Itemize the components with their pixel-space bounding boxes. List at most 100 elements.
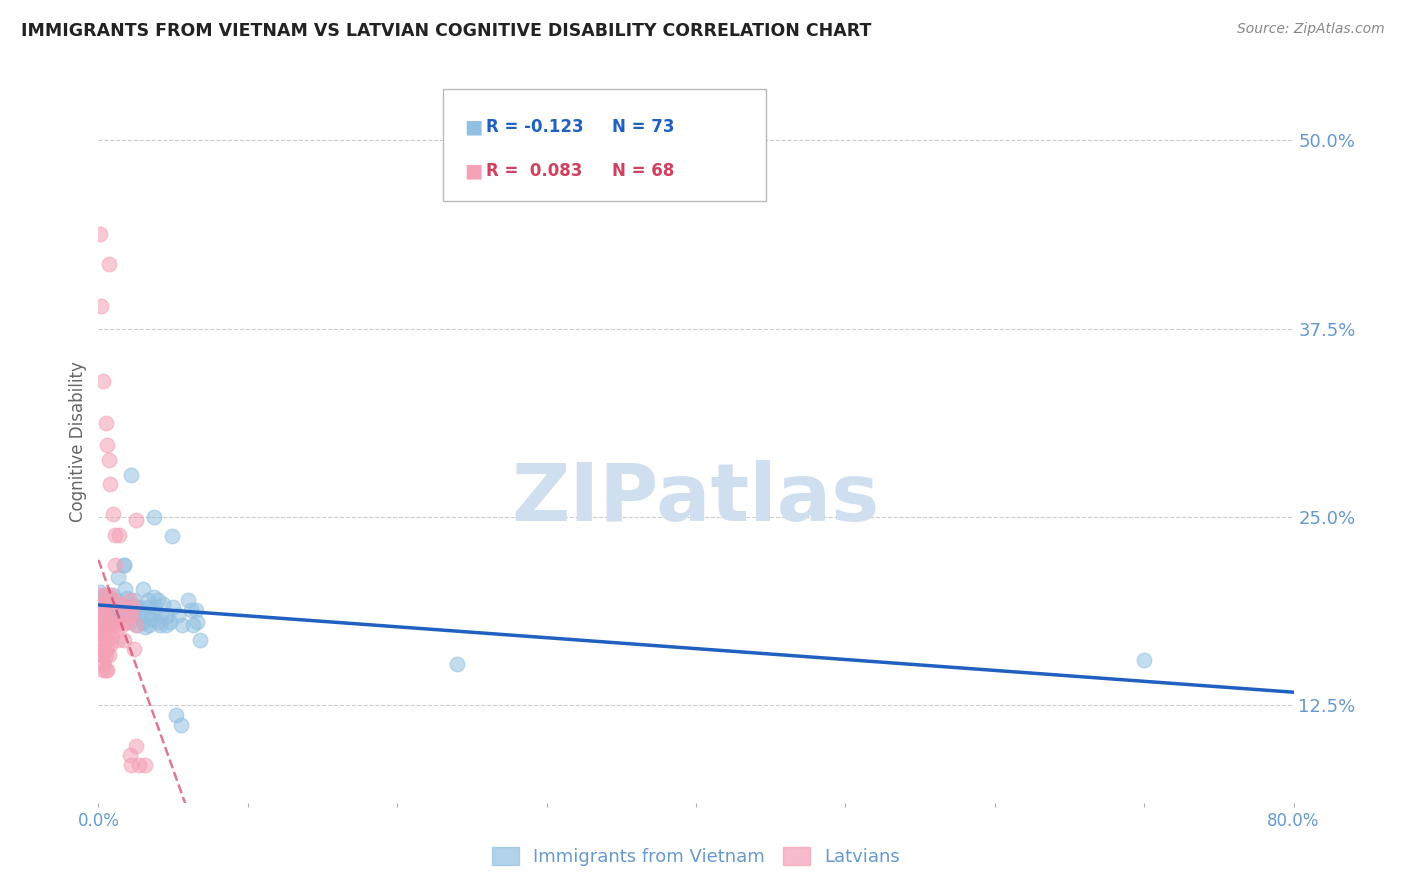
Point [107,633,129,648]
Legend: Immigrants from Vietnam, Latvians: Immigrants from Vietnam, Latvians [485,839,907,873]
Point [110,597,132,611]
Point [152,597,174,611]
Point [150,607,173,622]
Point [107,570,129,584]
Point [108,615,131,630]
Text: N = 73: N = 73 [612,118,673,136]
Point [103,588,125,602]
Point [148,592,170,607]
Point [115,591,138,606]
Point [96,612,118,626]
Point [184,603,207,617]
Point [114,582,136,596]
Point [132,582,155,596]
Text: R = -0.123: R = -0.123 [486,118,583,136]
Point [103,618,125,632]
Point [112,558,135,572]
Point [118,615,141,630]
Point [121,600,143,615]
Point [91,618,114,632]
Point [111,618,134,632]
Point [135,609,157,624]
Point [159,615,181,630]
Point [138,618,160,632]
Point [91,648,114,663]
Point [115,615,138,630]
Point [89,618,111,632]
Point [129,600,152,615]
Point [186,615,208,630]
Point [97,603,120,617]
Point [101,630,124,644]
Point [94,417,117,431]
Point [97,648,120,663]
Point [166,607,188,622]
Point [96,437,118,451]
Point [125,513,148,527]
Point [177,592,200,607]
Point [104,558,127,572]
Text: N = 68: N = 68 [612,162,673,180]
Point [96,597,118,611]
Point [125,600,148,615]
Point [97,627,120,641]
Point [120,758,142,772]
Point [93,612,115,626]
Point [108,528,131,542]
Point [94,633,117,648]
Point [101,615,124,630]
Point [188,633,211,648]
Point [91,615,114,630]
Point [118,592,141,607]
Point [128,758,150,772]
Text: R =  0.083: R = 0.083 [486,162,583,180]
Point [98,638,122,652]
Point [90,648,112,663]
Point [90,607,112,622]
Point [162,600,184,615]
Point [91,633,114,648]
Point [117,607,139,622]
Text: IMMIGRANTS FROM VIETNAM VS LATVIAN COGNITIVE DISABILITY CORRELATION CHART: IMMIGRANTS FROM VIETNAM VS LATVIAN COGNI… [21,22,872,40]
Point [104,528,127,542]
Point [112,633,135,648]
Point [93,642,115,657]
Point [172,618,194,632]
Point [142,509,165,524]
Point [136,600,159,615]
Point [120,597,142,611]
Point [94,603,117,617]
Point [136,592,159,607]
Point [96,596,118,610]
Point [148,615,170,630]
Point [103,607,125,622]
Point [101,603,124,617]
Point [103,592,125,607]
Point [139,612,162,626]
Text: ■: ■ [464,117,482,136]
Point [93,588,115,602]
Point [96,664,118,678]
Y-axis label: Cognitive Disability: Cognitive Disability [69,361,87,522]
Point [120,607,142,622]
Point [89,606,111,620]
Point [93,610,115,624]
Point [112,558,135,572]
Point [142,590,165,604]
Point [90,299,112,313]
Point [89,597,111,611]
Point [94,618,117,632]
Point [98,615,122,630]
Point [160,529,183,543]
Point [91,597,114,611]
Point [108,603,131,617]
Point [134,758,156,772]
Point [91,664,114,678]
Point [446,657,468,672]
Point [91,375,114,389]
Point [98,476,122,491]
Point [181,618,204,632]
Point [89,585,111,599]
Point [97,257,120,271]
Point [98,592,122,607]
